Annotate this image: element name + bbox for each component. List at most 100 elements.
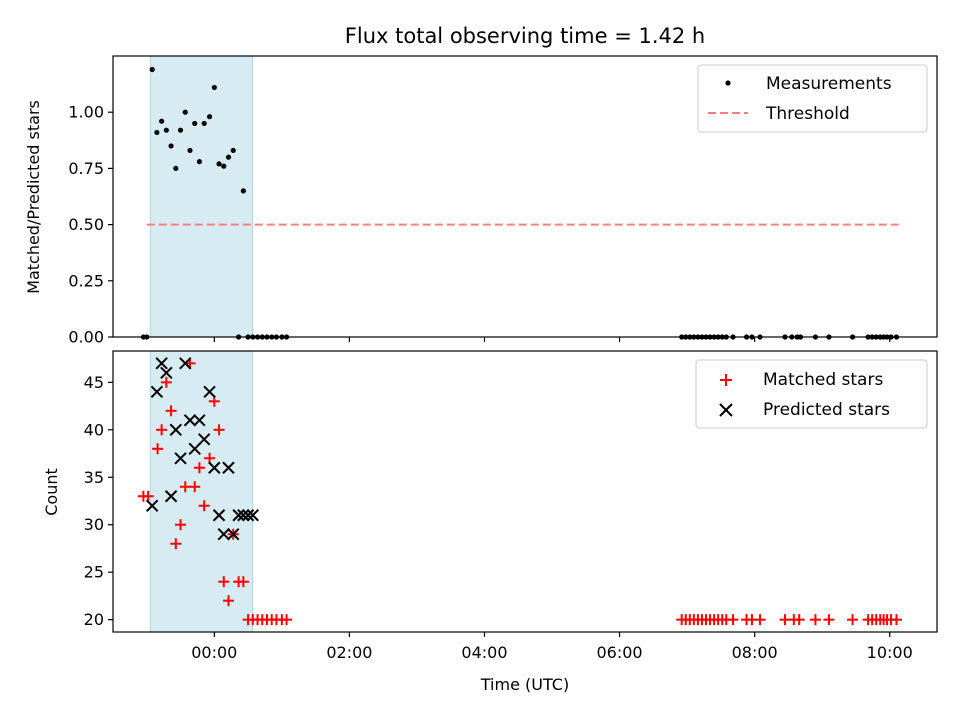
- marker-stroke: [227, 528, 240, 541]
- measurement-point: [201, 120, 207, 127]
- predicted-star-marker: [150, 385, 164, 399]
- y-tick-label: 30: [84, 515, 104, 534]
- matched-star-marker: [222, 595, 234, 607]
- measurement-point: [230, 147, 236, 154]
- marker-stroke: [208, 461, 221, 474]
- y-tick-label: 1.00: [68, 103, 104, 122]
- matched-star-marker: [793, 614, 805, 626]
- marker-stroke: [145, 499, 159, 512]
- marker-stroke: [212, 509, 226, 522]
- predicted-star-marker: [227, 528, 240, 541]
- x-tick-label: 10:00: [867, 643, 913, 662]
- matched-star-marker: [847, 614, 859, 626]
- measurement-point: [159, 118, 165, 124]
- predicted-star-marker: [208, 461, 221, 474]
- matched-star-marker: [237, 576, 249, 588]
- matched-star-marker: [823, 614, 835, 626]
- matched-star-marker: [281, 614, 293, 626]
- marker-stroke: [203, 385, 216, 399]
- matched-star-marker: [152, 443, 164, 455]
- measurement-point: [154, 129, 160, 136]
- matched-star-marker: [198, 500, 210, 512]
- marker-stroke: [246, 509, 260, 522]
- x-tick-label: 06:00: [597, 643, 643, 662]
- predicted-star-marker: [179, 357, 192, 370]
- matched-star-marker: [809, 614, 821, 626]
- marker-stroke: [179, 357, 192, 370]
- predicted-star-marker: [145, 499, 159, 512]
- measurement-point: [173, 165, 179, 171]
- legend-matched-marker: [720, 374, 732, 386]
- measurement-point: [211, 84, 217, 91]
- marker-stroke: [217, 528, 230, 541]
- marker-stroke: [174, 452, 187, 465]
- bottom-y-ticks: 20 25 30 35 40 45: [84, 373, 113, 629]
- predicted-star-marker: [203, 385, 216, 399]
- measurement-point: [221, 163, 227, 169]
- matched-star-marker: [160, 376, 172, 388]
- marker-stroke: [169, 423, 183, 437]
- top-shaded-span: [149, 55, 254, 338]
- measurement-point: [177, 127, 184, 133]
- marker-stroke: [197, 433, 211, 446]
- y-tick-label: 40: [84, 420, 104, 439]
- marker-stroke: [164, 490, 178, 503]
- chart-title: Flux total observing time = 1.42 h: [345, 24, 705, 48]
- marker-stroke: [160, 366, 173, 380]
- predicted-star-marker: [246, 509, 260, 522]
- measurement-point: [225, 154, 232, 160]
- predicted-star-marker: [241, 509, 255, 522]
- marker-stroke: [222, 461, 235, 474]
- matched-star-marker: [754, 614, 766, 626]
- legend-measurement-marker: [725, 80, 731, 86]
- legend-predicted-label: Predicted stars: [763, 400, 890, 420]
- matched-star-marker: [179, 481, 191, 493]
- predicted-star-marker: [212, 509, 226, 522]
- bottom-legend: Matched stars Predicted stars: [695, 359, 928, 429]
- y-tick-label: 45: [84, 373, 104, 392]
- legend-threshold-label: Threshold: [765, 104, 850, 124]
- matched-star-marker: [193, 462, 205, 474]
- predicted-star-marker: [222, 461, 235, 474]
- predicted-star-marker: [183, 414, 197, 427]
- predicted-star-marker: [237, 509, 250, 522]
- predicted-star-marker: [169, 423, 183, 437]
- measurement-point: [168, 143, 174, 149]
- y-tick-label: 0.50: [68, 215, 104, 234]
- measurement-point: [196, 159, 203, 165]
- bottom-y-axis-label: Count: [42, 468, 61, 516]
- x-axis-label: Time (UTC): [480, 675, 569, 694]
- marker-stroke: [150, 385, 164, 399]
- matched-star-marker: [165, 405, 177, 417]
- measurement-point: [240, 188, 246, 194]
- measurement-point: [216, 161, 222, 167]
- bottom-panel-frame: [112, 350, 938, 633]
- x-tick-label: 08:00: [732, 643, 778, 662]
- measurement-point: [206, 114, 213, 120]
- top-legend-box: [697, 64, 928, 133]
- marker-stroke: [155, 357, 168, 370]
- marker-stroke: [183, 414, 197, 427]
- legend-measurements-label: Measurements: [766, 74, 892, 94]
- top-x-ticks: [213, 337, 891, 342]
- legend-matched-label: Matched stars: [763, 370, 883, 390]
- top-legend: Measurements Threshold: [697, 64, 928, 133]
- measurement-point: [192, 120, 198, 127]
- matched-star-marker: [890, 614, 902, 626]
- y-tick-label: 35: [84, 468, 104, 487]
- top-panel: 0.00 0.25 0.50 0.75 1.00 Matched/Predicted s…: [24, 55, 938, 347]
- matched-star-marker: [213, 424, 225, 436]
- marker-stroke: [237, 509, 250, 522]
- measurement-point: [149, 66, 155, 73]
- matched-star-marker: [218, 576, 230, 588]
- matched-star-marker: [142, 490, 154, 502]
- marker-stroke: [241, 509, 255, 522]
- matched-star-marker: [170, 538, 182, 550]
- matched-star-marker: [156, 424, 168, 436]
- predicted-star-marker: [188, 442, 201, 455]
- marker-stroke: [193, 414, 206, 427]
- bottom-x-ticks: 00:00 02:00 04:00 06:00 08:00 10:00: [191, 632, 913, 662]
- legend-predicted-marker: [719, 403, 733, 417]
- shaded-span-rect: [149, 55, 254, 338]
